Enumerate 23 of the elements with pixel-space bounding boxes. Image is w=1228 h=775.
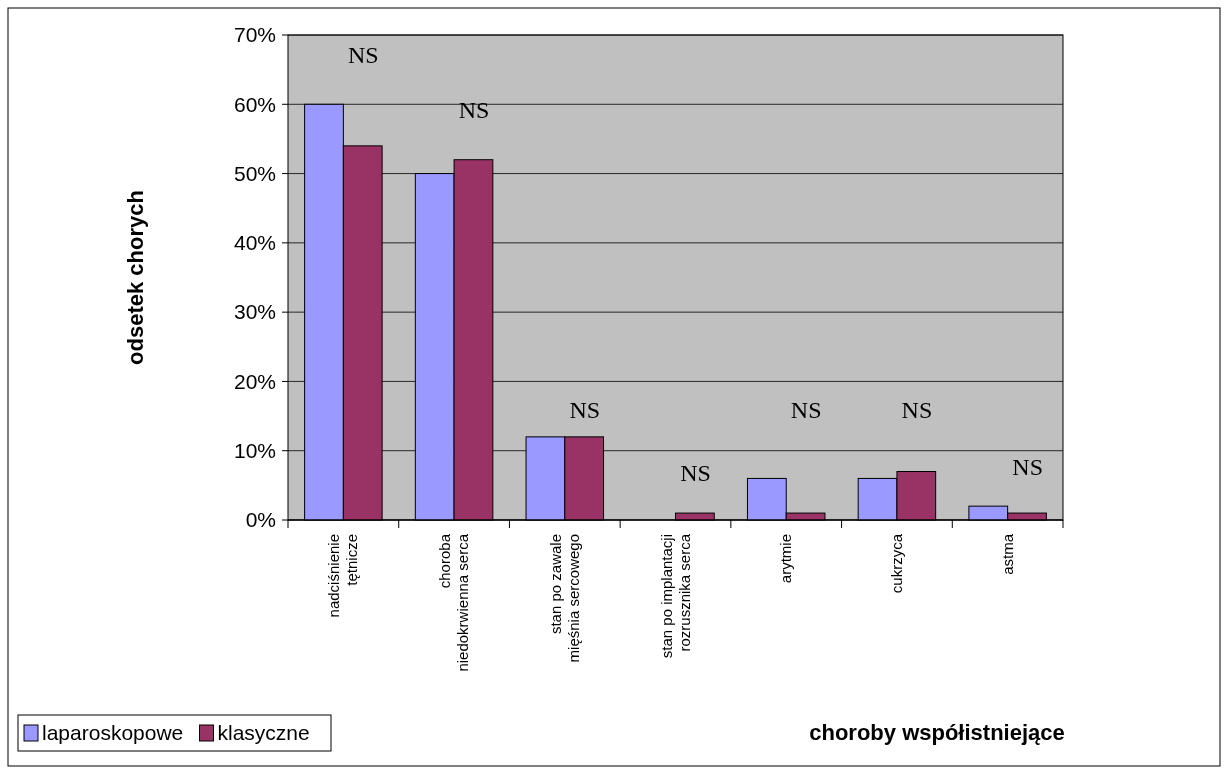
y-tick-label: 0% <box>245 508 276 532</box>
annotation: NS <box>1012 453 1043 480</box>
annotation: NS <box>901 397 933 424</box>
x-tick-label: cukrzyca <box>887 533 905 594</box>
y-tick-label: 40% <box>233 231 276 255</box>
y-tick-label: 30% <box>233 300 276 324</box>
y-tick-label: 50% <box>233 161 276 185</box>
legend-label: klasyczne <box>217 721 310 744</box>
annotation: NS <box>790 397 822 424</box>
annotation: NS <box>458 97 490 124</box>
annotation: NS <box>348 42 379 69</box>
annotation: NS <box>680 460 711 487</box>
y-tick-label: 60% <box>233 92 276 116</box>
y-tick-label: 20% <box>233 369 276 393</box>
y-axis-title: odsetek chorych <box>123 190 148 365</box>
y-tick-label: 10% <box>233 439 276 463</box>
annotation: NS <box>569 397 601 424</box>
legend-label: laparoskopowe <box>42 721 184 744</box>
x-axis-title: choroby współistniejące <box>809 720 1065 745</box>
x-tick-label: arytmie <box>777 534 795 584</box>
y-tick-label: 70% <box>233 23 276 47</box>
x-tick-label: nadciśnienie tętnicze <box>325 534 361 618</box>
x-tick-label: astma <box>998 533 1016 575</box>
